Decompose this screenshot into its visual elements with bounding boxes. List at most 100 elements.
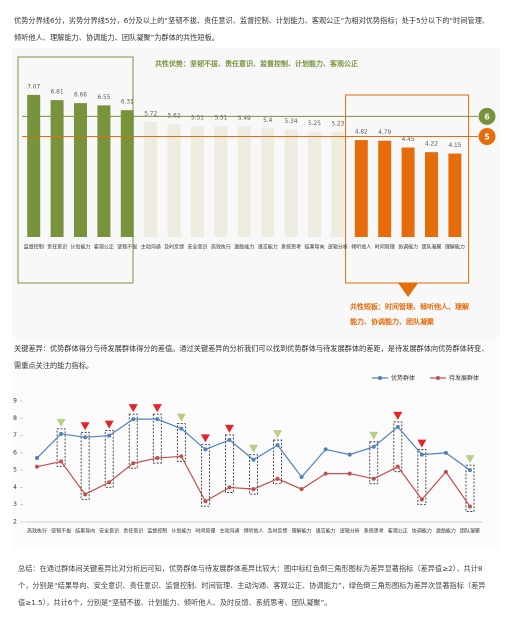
value-label: 7.07 [27,84,40,90]
value-label: 4.15 [448,143,461,149]
x-tick-label: 系统思考 [281,244,301,251]
difference-box [393,421,403,473]
pointer [398,283,419,297]
point [371,444,376,449]
legend-swatch [378,376,382,380]
difference-box [369,441,379,485]
bar [237,126,251,237]
point [395,424,400,429]
x-tick-label: 系统思考 [364,528,384,535]
difference-box [200,443,210,507]
difference-marker [465,455,475,464]
bar [214,126,228,237]
reference-badge [478,128,496,145]
x-tick-label: 客观公正 [388,528,408,535]
difference-marker [128,404,138,413]
bar [448,153,462,237]
value-label: 4.79 [378,130,391,136]
bar [308,131,321,237]
point [323,471,328,476]
x-tick-label: 语言能力 [316,528,336,535]
legend-label: 待发展群体 [449,374,479,382]
difference-box [80,431,90,500]
y-tick-label: 5 [13,467,17,474]
bar [331,131,345,237]
x-tick-label: 协调能力 [398,244,418,251]
difference-box [128,413,138,469]
point [467,468,472,473]
x-tick-label: 安全意识 [187,244,207,251]
bar [354,140,368,237]
value-label: 4.82 [355,130,368,136]
x-tick-label: 时间管理 [375,244,395,251]
difference-marker [176,413,186,422]
difference-box [249,454,258,495]
x-tick-label: 责任意识 [47,244,67,251]
x-tick-label: 高效执行 [27,528,47,535]
point [347,471,352,476]
x-tick-label: 倾听他人 [351,244,371,251]
bar [167,124,181,237]
point [299,475,304,480]
point [347,452,352,457]
value-label: 5.49 [238,116,251,122]
difference-marker [417,439,427,448]
point [227,437,232,442]
difference-marker [224,424,234,433]
value-label: 5.34 [285,119,298,125]
difference-box [225,434,234,493]
point [107,480,112,485]
key-difference: 关键差异：优势群体得分与待发展群体得分的差值。通过关键差异的分析我们可以找到优势… [14,344,489,370]
bar [191,126,204,237]
difference-box [417,449,427,505]
x-tick-label: 计划能力 [171,528,191,535]
panel-bg [12,48,500,338]
value-label: 6.31 [121,100,134,106]
point [131,461,136,466]
x-tick-label: 逻辑分析 [340,528,360,535]
y-tick-label: 8 [13,415,17,422]
annotation: 共性短板：时间管理、倾听他人、理解能力、协调能力、团队凝聚 [350,303,469,326]
legend-swatch [436,376,440,380]
intro: 优势分界线6分，劣势分界线5分，6分及以上的“坚韧不拔、责任意识、监督控制、计划… [14,16,490,42]
reference-label: 5 [484,133,490,142]
x-tick-label: 主动沟通 [219,528,239,535]
value-label: 5.72 [144,112,157,118]
difference-marker [56,418,66,427]
bar [120,110,134,237]
x-tick-label: 理解能力 [292,528,312,535]
x-tick-label: 及时反馈 [164,244,184,251]
x-tick-label: 高效执行 [211,244,231,251]
point [59,459,64,464]
difference-marker [200,434,210,443]
value-label: 5.51 [191,116,204,122]
x-tick-label: 团队凝聚 [460,528,480,535]
x-tick-label: 团队凝聚 [421,244,441,251]
panel-bg [12,338,500,548]
point [443,469,448,474]
difference-box [465,464,475,512]
bar [144,122,158,237]
y-tick-label: 6 [13,449,17,456]
point [35,456,40,461]
point [155,417,160,422]
difference-box [152,413,162,464]
value-label: 4.22 [425,142,438,148]
difference-marker [249,444,258,453]
point [83,492,88,497]
point [299,487,304,492]
y-tick-label: 2 [13,519,17,526]
difference-marker [104,420,114,429]
difference-box [176,423,186,462]
x-tick-label: 激励能力 [234,244,254,251]
point [83,435,88,440]
difference-box [104,430,114,488]
point [59,431,64,436]
bar [261,128,275,237]
y-tick-label: 3 [13,501,17,508]
x-tick-label: 激励能力 [436,528,456,535]
bar [378,140,392,237]
point [203,499,208,504]
